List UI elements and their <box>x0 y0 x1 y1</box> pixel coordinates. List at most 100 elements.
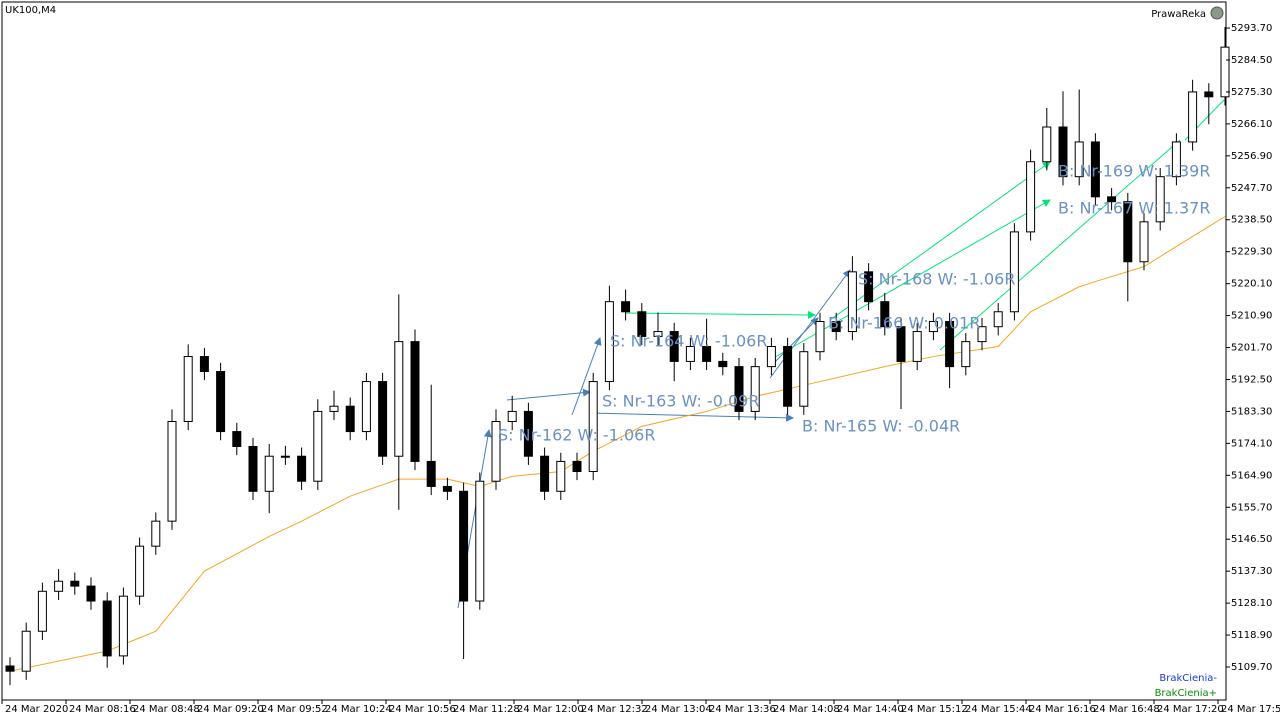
y-tick-label: 5247.70 <box>1231 183 1272 194</box>
candle-body <box>54 580 64 592</box>
candle-body <box>766 345 776 368</box>
y-tick-label: 5137.30 <box>1231 566 1272 577</box>
indicator-icon <box>1210 6 1224 20</box>
candle-body <box>216 370 226 433</box>
trade-labels: S: Nr-162 W: -1.06R S: Nr-163 W: -0.09R … <box>498 162 1210 445</box>
candle-body <box>1188 91 1198 143</box>
candle-body <box>572 460 582 473</box>
candle-body <box>199 356 209 372</box>
y-tick-label: 5109.70 <box>1231 662 1272 673</box>
y-tick-label: 5284.50 <box>1231 55 1272 66</box>
trade-line <box>771 317 819 366</box>
y-tick-label: 5238.50 <box>1231 215 1272 226</box>
x-tick-label: 24 Mar 13:36 <box>709 704 776 715</box>
y-tick-label: 5128.10 <box>1231 598 1272 609</box>
candle-body <box>183 356 193 422</box>
x-tick-label: 24 Mar 10:24 <box>325 704 392 715</box>
candle-body <box>637 311 647 337</box>
candle-body <box>361 381 371 433</box>
candle-body <box>459 490 469 602</box>
candle-body <box>118 595 128 657</box>
candle-body <box>912 331 922 362</box>
candles <box>5 27 1230 686</box>
candle-body <box>21 630 31 672</box>
candle-body <box>1026 161 1036 233</box>
candle-body <box>442 485 452 492</box>
candle-body <box>523 410 533 457</box>
candle-body <box>831 320 841 333</box>
candle-body <box>313 410 323 482</box>
candle-body <box>847 271 857 333</box>
x-tick-label: 24 Mar 2020 <box>5 704 68 715</box>
trade-line <box>939 139 1181 351</box>
y-tick-label: 5155.70 <box>1231 502 1272 513</box>
x-tick-label: 24 Mar 09:20 <box>197 704 264 715</box>
candle-body <box>945 320 955 368</box>
candle-body <box>734 366 744 412</box>
x-tick-label: 24 Mar 09:52 <box>261 704 328 715</box>
y-tick-label: 5192.50 <box>1231 374 1272 385</box>
candle-body <box>1139 221 1149 263</box>
candle-body <box>345 405 355 433</box>
x-tick-label: 24 Mar 14:08 <box>773 704 840 715</box>
y-tick-label: 5293.70 <box>1231 23 1272 34</box>
y-tick-label: 5210.90 <box>1231 311 1272 322</box>
candle-body <box>264 455 274 492</box>
footer-label: BrakCienia+ <box>1155 688 1217 699</box>
candle-body <box>783 345 793 407</box>
x-tick-label: 24 Mar 15:12 <box>901 704 968 715</box>
y-tick-label: 5266.10 <box>1231 119 1272 130</box>
trade-label: B: Nr-167 W: 1.37R <box>1058 199 1210 218</box>
candle-body <box>815 320 825 353</box>
y-tick-label: 5275.30 <box>1231 87 1272 98</box>
trade-label: B: Nr-165 W: -0.04R <box>802 417 960 436</box>
x-tick-label: 24 Mar 16:16 <box>1029 704 1096 715</box>
x-tick-label: 24 Mar 14:40 <box>837 704 904 715</box>
candle-body <box>378 381 388 457</box>
candle-body <box>669 331 679 362</box>
y-tick-label: 5146.50 <box>1231 534 1272 545</box>
x-tick-label: 24 Mar 10:56 <box>389 704 456 715</box>
candle-body <box>961 341 971 368</box>
candle-body <box>977 326 987 343</box>
candle-body <box>1171 141 1181 178</box>
candle-body <box>329 405 339 412</box>
x-tick-label: 24 Mar 17:52 <box>1221 704 1280 715</box>
candle-body <box>540 455 550 492</box>
candle-body <box>880 301 890 328</box>
candle-body <box>394 341 404 457</box>
y-tick-label: 5220.10 <box>1231 279 1272 290</box>
trade-label: S: Nr-168 W: -1.06R <box>858 270 1015 289</box>
candle-body <box>1090 141 1100 198</box>
candle-body <box>37 590 47 632</box>
candle-body <box>410 341 420 462</box>
candle-body <box>702 345 712 362</box>
candle-body <box>248 445 258 492</box>
candle-body <box>491 420 501 482</box>
x-tick-label: 24 Mar 12:00 <box>517 704 584 715</box>
moving-average <box>9 216 1226 672</box>
candle-body <box>556 460 566 492</box>
x-tick-label: 24 Mar 16:48 <box>1093 704 1160 715</box>
candle-body <box>1042 126 1052 163</box>
y-tick-label: 5174.10 <box>1231 438 1272 449</box>
candle-body <box>1220 46 1230 98</box>
candle-body <box>621 301 631 313</box>
trade-label: S: Nr-164 W: -1.06R <box>610 332 767 351</box>
trade-label: S: Nr-163 W: -0.09R <box>602 392 759 411</box>
candle-body <box>588 381 598 473</box>
x-tick-label: 24 Mar 15:44 <box>965 704 1032 715</box>
chart-title: UK100,M4 <box>5 5 56 16</box>
trade-label: B: Nr-166 W: 0.01R <box>828 314 980 333</box>
candle-body <box>151 520 161 547</box>
candle-body <box>167 420 177 522</box>
candle-body <box>5 665 15 672</box>
indicator-name: PrawaReka <box>1151 9 1206 20</box>
candle-body <box>280 455 290 458</box>
candle-body <box>1123 201 1133 263</box>
y-tick-label: 5256.90 <box>1231 151 1272 162</box>
x-tick-label: 24 Mar 08:16 <box>69 704 136 715</box>
candle-body <box>70 580 80 587</box>
